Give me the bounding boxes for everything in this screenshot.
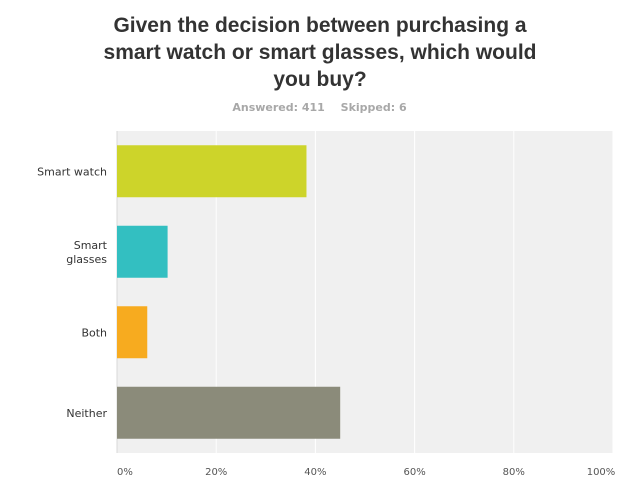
chart-title: Given the decision between purchasing a … xyxy=(103,14,537,91)
category-label: Smart glasses xyxy=(66,239,107,266)
category-label: Neither xyxy=(66,407,107,420)
x-tick-label: 20% xyxy=(205,467,227,478)
bar-both[interactable] xyxy=(117,306,148,359)
answered-count: Answered: 411 xyxy=(232,101,325,114)
x-tick-label: 60% xyxy=(403,467,425,478)
bar-smart-glasses[interactable] xyxy=(117,225,168,278)
bar-smart-watch[interactable] xyxy=(117,145,307,198)
category-label: Both xyxy=(81,326,107,339)
x-tick-label: 40% xyxy=(304,467,326,478)
x-tick-label: 0% xyxy=(117,467,133,478)
bar-neither[interactable] xyxy=(117,386,341,439)
x-tick-label: 100% xyxy=(587,467,616,478)
response-stats: Answered: 411 Skipped: 6 xyxy=(0,101,639,114)
skipped-count: Skipped: 6 xyxy=(340,101,407,114)
x-tick-label: 80% xyxy=(503,467,525,478)
category-label: Smart watch xyxy=(37,165,107,178)
